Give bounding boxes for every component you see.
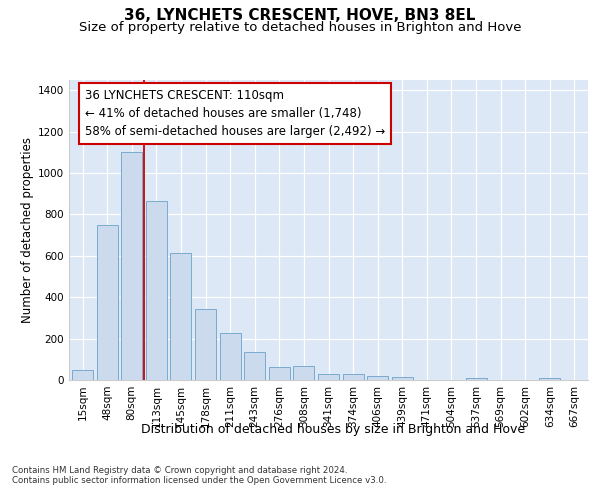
Bar: [97, 225, 118, 380]
Text: 36, LYNCHETS CRESCENT, HOVE, BN3 8EL: 36, LYNCHETS CRESCENT, HOVE, BN3 8EL: [124, 8, 476, 22]
Bar: [318, 374, 339, 380]
Bar: [466, 378, 487, 380]
Bar: [195, 308, 216, 380]
Bar: [72, 370, 93, 380]
Text: Size of property relative to detached houses in Brighton and Hove: Size of property relative to detached ho…: [79, 22, 521, 35]
Bar: [539, 378, 560, 380]
Bar: [269, 366, 290, 380]
Bar: [343, 374, 364, 380]
Text: 36 LYNCHETS CRESCENT: 110sqm
← 41% of detached houses are smaller (1,748)
58% of: 36 LYNCHETS CRESCENT: 110sqm ← 41% of de…: [85, 89, 385, 138]
Bar: [244, 352, 265, 380]
Bar: [293, 366, 314, 380]
Bar: [146, 201, 167, 380]
Bar: [220, 334, 241, 380]
Bar: [392, 377, 413, 380]
Text: Contains public sector information licensed under the Open Government Licence v3: Contains public sector information licen…: [12, 476, 386, 485]
Text: Distribution of detached houses by size in Brighton and Hove: Distribution of detached houses by size …: [141, 422, 525, 436]
Bar: [170, 253, 191, 380]
Bar: [121, 152, 142, 380]
Text: Contains HM Land Registry data © Crown copyright and database right 2024.: Contains HM Land Registry data © Crown c…: [12, 466, 347, 475]
Y-axis label: Number of detached properties: Number of detached properties: [21, 137, 34, 323]
Bar: [367, 376, 388, 380]
